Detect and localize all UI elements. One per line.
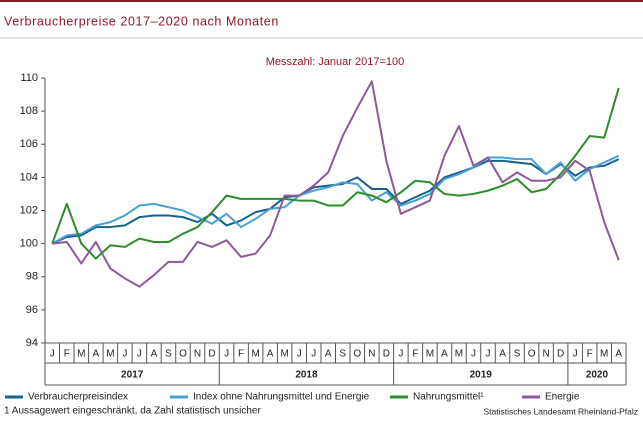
footnote: 1 Aussagewert eingeschränkt, da Zahl sta… [4, 406, 261, 417]
x-tick-label: J [50, 349, 55, 360]
x-tick-label: D [383, 349, 390, 360]
y-tick-label: 98 [26, 271, 38, 283]
x-tick-label: F [587, 349, 593, 360]
x-tick-label: J [573, 349, 578, 360]
y-tick-label: 96 [26, 304, 38, 316]
x-tick-label: D [208, 349, 215, 360]
x-tick-label: N [194, 349, 201, 360]
x-tick-label: A [151, 349, 158, 360]
x-tick-label: M [280, 349, 288, 360]
x-tick-label: O [528, 349, 536, 360]
x-tick-label: A [267, 349, 274, 360]
y-tick-label: 110 [20, 72, 38, 84]
x-tick-label: A [441, 349, 448, 360]
x-tick-label: J [137, 349, 142, 360]
x-tick-label: O [353, 349, 361, 360]
x-tick-label: F [412, 349, 418, 360]
year-label: 2020 [586, 370, 609, 381]
x-tick-label: S [514, 349, 521, 360]
series-line [52, 80, 620, 288]
x-tick-label: S [165, 349, 172, 360]
y-tick-label: 106 [20, 138, 38, 150]
x-tick-label: N [542, 349, 549, 360]
chart-title: Verbraucherpreise 2017–2020 nach Monaten [4, 14, 279, 28]
y-tick-label: 108 [20, 105, 38, 117]
series-line [51, 154, 620, 245]
y-tick-label: 104 [20, 171, 38, 183]
x-tick-label: O [179, 349, 187, 360]
y-tick-label: 94 [26, 337, 38, 349]
x-tick-label: M [426, 349, 434, 360]
x-tick-label: M [77, 349, 85, 360]
x-tick-label: M [455, 349, 463, 360]
legend-label: Index ohne Nahrungsmittel und Energie [193, 392, 370, 403]
x-tick-label: A [325, 349, 332, 360]
y-tick-label: 102 [20, 204, 38, 216]
x-tick-label: J [486, 349, 491, 360]
x-tick-label: J [471, 349, 476, 360]
x-tick-label: D [557, 349, 564, 360]
x-tick-label: A [93, 349, 100, 360]
series-line [51, 158, 620, 245]
x-tick-label: J [398, 349, 403, 360]
x-tick-label: A [499, 349, 506, 360]
year-label: 2017 [121, 370, 144, 381]
year-label: 2019 [470, 370, 493, 381]
x-tick-label: S [339, 349, 346, 360]
x-tick-label: M [106, 349, 114, 360]
x-tick-label: J [311, 349, 316, 360]
chart-subtitle: Messzahl: Januar 2017=100 [266, 56, 405, 68]
x-tick-label: J [224, 349, 229, 360]
legend-label: Verbraucherpreisindex [28, 392, 128, 403]
x-tick-label: M [600, 349, 608, 360]
legend-label: Nahrungsmittel¹ [413, 392, 484, 403]
x-tick-label: A [615, 349, 622, 360]
legend-label: Energie [545, 392, 580, 403]
x-tick-label: F [238, 349, 244, 360]
x-tick-label: J [122, 349, 127, 360]
x-tick-label: M [251, 349, 259, 360]
x-tick-label: J [297, 349, 302, 360]
source: Statistisches Landesamt Rheinland-Pfalz [484, 406, 639, 416]
series-line [51, 87, 620, 260]
year-label: 2018 [295, 370, 318, 381]
x-tick-label: N [368, 349, 375, 360]
y-tick-label: 100 [20, 238, 38, 250]
x-tick-label: F [64, 349, 70, 360]
